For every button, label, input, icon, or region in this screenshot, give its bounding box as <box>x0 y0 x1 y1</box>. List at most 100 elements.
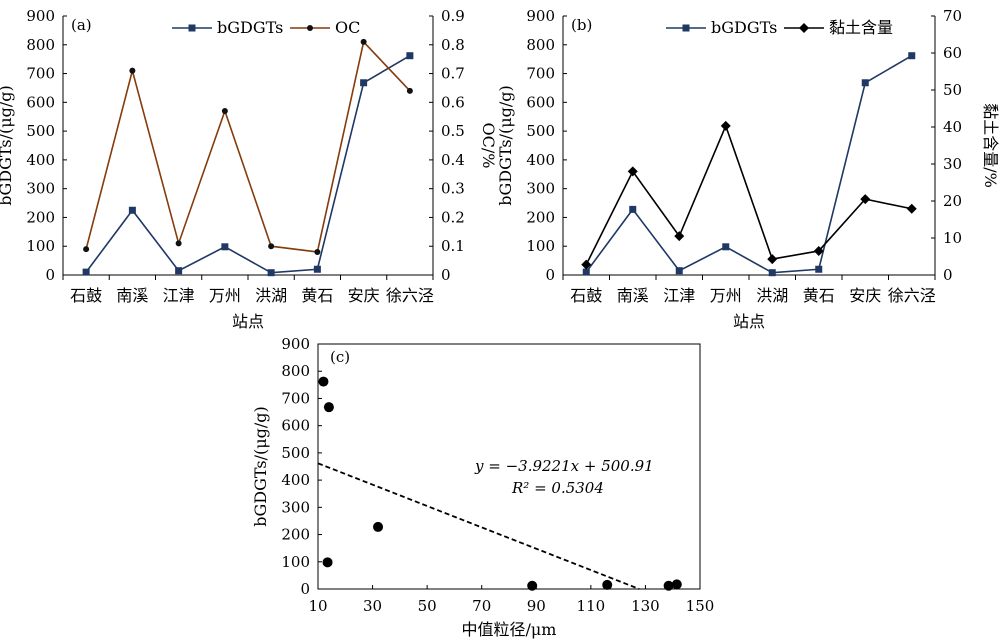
scatter-point <box>323 402 334 413</box>
scatter-point <box>318 376 329 387</box>
legend: bGDGTs OC <box>172 18 360 37</box>
data-point <box>129 67 136 74</box>
y2-tick-label: 0 <box>441 266 451 284</box>
data-point <box>582 268 590 276</box>
x-tick-label: 黄石 <box>301 286 333 305</box>
trend-equation: y = −3.9221x + 500.91 <box>474 457 654 475</box>
y-tick-label: 300 <box>526 180 555 198</box>
legend-label: 黏土含量 <box>829 18 893 37</box>
y2-axis-label: 黏土含量/% <box>981 103 1000 188</box>
data-point <box>768 269 776 277</box>
y2-tick-label: 0.7 <box>441 65 465 83</box>
y-tick-label: 600 <box>526 93 555 111</box>
y-tick-label: 0 <box>300 580 310 598</box>
data-point <box>175 240 182 247</box>
data-point <box>360 38 367 45</box>
data-point <box>267 269 275 277</box>
legend-label: bGDGTs <box>711 18 777 37</box>
x-tick-label: 江津 <box>663 286 695 305</box>
panel-a: 0 100 200 300 400 500 600 700 800 900 0 0.1 0.2 0.3 0.… <box>0 7 498 331</box>
y-tick-label: 700 <box>281 389 310 407</box>
legend-marker <box>188 24 196 32</box>
y-axis-label: bGDGTs/(μg/g) <box>251 406 270 527</box>
y-tick-label: 500 <box>281 444 310 462</box>
x-tick-label: 150 <box>686 597 715 615</box>
scatter-point <box>602 579 613 590</box>
x-tick-label: 安庆 <box>348 286 380 305</box>
series-line <box>85 55 411 274</box>
data-point <box>314 248 321 255</box>
x-tick-label: 南溪 <box>617 286 649 305</box>
y2-tick-label: 10 <box>943 229 962 247</box>
y-tick-label: 900 <box>281 335 310 353</box>
data-point <box>221 243 229 251</box>
y2-tick-label: 0.6 <box>441 93 465 111</box>
x-tick-label: 10 <box>308 597 327 615</box>
data-point <box>906 203 917 214</box>
data-point <box>860 194 871 205</box>
y-tick-label: 200 <box>526 208 555 226</box>
y-tick-label: 500 <box>26 122 55 140</box>
y-tick-label: 600 <box>26 93 55 111</box>
y2-tick-label: 0.3 <box>441 180 465 198</box>
y-tick-label: 400 <box>26 151 55 169</box>
data-point <box>720 120 731 131</box>
panel-label: (b) <box>571 16 592 34</box>
data-point <box>83 246 90 253</box>
scatter-point <box>527 580 538 591</box>
y-tick-label: 900 <box>26 7 55 25</box>
scatter-point <box>663 580 674 591</box>
y-tick-label: 300 <box>281 498 310 516</box>
x-tick-label: 洪湖 <box>756 286 788 305</box>
x-tick-label: 江津 <box>163 286 195 305</box>
y-tick-label: 300 <box>26 180 55 198</box>
y2-tick-label: 0.8 <box>441 36 465 54</box>
y2-axis-label: OC/% <box>479 123 498 169</box>
legend: bGDGTs 黏土含量 <box>666 18 893 37</box>
y-tick-label: 800 <box>526 36 555 54</box>
x-tick-label: 徐六泾 <box>386 286 434 305</box>
y2-tick-label: 0.9 <box>441 7 465 25</box>
legend-marker <box>682 24 690 32</box>
data-point <box>128 206 136 214</box>
y-tick-label: 700 <box>26 65 55 83</box>
x-tick-label: 石鼓 <box>70 286 102 305</box>
x-tick-label: 万州 <box>209 286 241 305</box>
y2-tick-label: 0.2 <box>441 208 465 226</box>
legend-marker <box>799 23 809 33</box>
y2-tick-label: 50 <box>943 81 962 99</box>
x-axis-label: 站点 <box>733 312 765 331</box>
y-tick-label: 400 <box>526 151 555 169</box>
scatter-point <box>671 579 682 590</box>
data-point <box>722 243 730 251</box>
data-point <box>908 52 916 60</box>
x-tick-label: 安庆 <box>849 286 881 305</box>
panel-c: 0 100 200 300 400 500 600 700 800 900 10 30 50 70 90 11… <box>251 335 714 639</box>
data-point <box>674 231 685 242</box>
y-axis-label: bGDGTs/(μg/g) <box>0 85 15 206</box>
series-line <box>585 55 913 274</box>
scatter-point <box>373 521 384 532</box>
y-tick-label: 900 <box>526 7 555 25</box>
y-tick-label: 400 <box>281 471 310 489</box>
data-point <box>815 265 823 273</box>
data-point <box>221 107 228 114</box>
x-tick-label: 徐六泾 <box>888 286 936 305</box>
y-tick-label: 200 <box>26 208 55 226</box>
x-tick-label: 90 <box>527 597 546 615</box>
trendline <box>317 462 640 590</box>
data-point <box>313 265 321 273</box>
x-tick-label: 万州 <box>710 286 742 305</box>
r-squared: R² = 0.5304 <box>511 479 604 497</box>
data-point <box>82 268 90 276</box>
x-axis-label: 中值粒径/μm <box>462 620 557 639</box>
data-point <box>360 79 368 87</box>
x-tick-label: 南溪 <box>116 286 148 305</box>
x-axis-label: 站点 <box>232 312 264 331</box>
panel-b: 0 100 200 300 400 500 600 700 800 900 0 10 20 30 40 50 6… <box>496 7 1000 331</box>
y-tick-label: 500 <box>526 122 555 140</box>
data-point <box>629 205 637 213</box>
y2-tick-label: 30 <box>943 155 962 173</box>
y-tick-label: 100 <box>281 553 310 571</box>
